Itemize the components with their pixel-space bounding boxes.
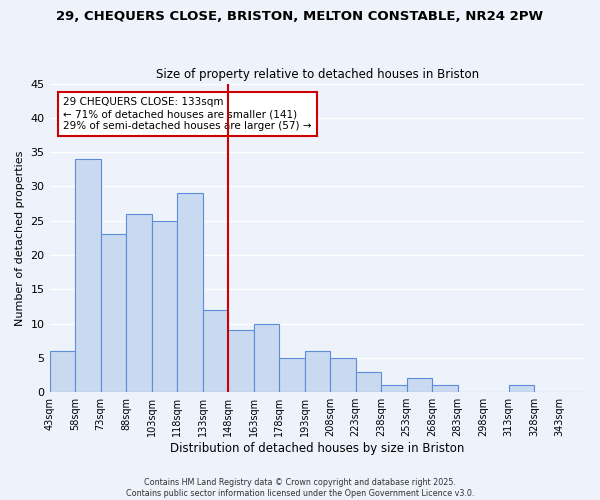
Text: 29 CHEQUERS CLOSE: 133sqm
← 71% of detached houses are smaller (141)
29% of semi: 29 CHEQUERS CLOSE: 133sqm ← 71% of detac…: [63, 98, 311, 130]
Bar: [432, 386, 458, 392]
Bar: [50, 351, 75, 392]
Bar: [101, 234, 126, 392]
Title: Size of property relative to detached houses in Briston: Size of property relative to detached ho…: [156, 68, 479, 81]
Bar: [152, 220, 177, 392]
Bar: [356, 372, 381, 392]
Bar: [407, 378, 432, 392]
Bar: [75, 159, 101, 392]
Bar: [509, 386, 534, 392]
Text: 29, CHEQUERS CLOSE, BRISTON, MELTON CONSTABLE, NR24 2PW: 29, CHEQUERS CLOSE, BRISTON, MELTON CONS…: [56, 10, 544, 23]
Bar: [305, 351, 330, 392]
X-axis label: Distribution of detached houses by size in Briston: Distribution of detached houses by size …: [170, 442, 464, 455]
Y-axis label: Number of detached properties: Number of detached properties: [15, 150, 25, 326]
Bar: [203, 310, 228, 392]
Bar: [254, 324, 279, 392]
Bar: [330, 358, 356, 392]
Bar: [126, 214, 152, 392]
Bar: [279, 358, 305, 392]
Bar: [228, 330, 254, 392]
Bar: [381, 386, 407, 392]
Text: Contains HM Land Registry data © Crown copyright and database right 2025.
Contai: Contains HM Land Registry data © Crown c…: [126, 478, 474, 498]
Bar: [177, 194, 203, 392]
